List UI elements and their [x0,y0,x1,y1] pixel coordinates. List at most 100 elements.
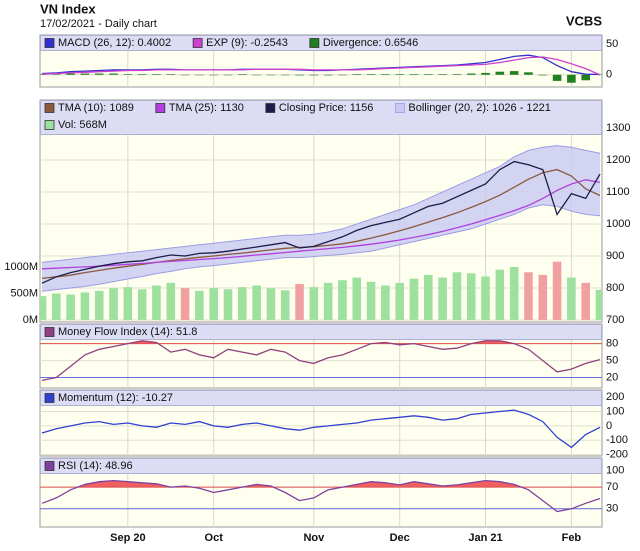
bar [466,273,476,320]
bar [567,277,576,320]
line [41,409,601,449]
y-tick-label: -200 [606,448,628,460]
bar [238,287,247,320]
bar [109,288,118,320]
legend-label: Closing Price: 1156 [279,102,374,114]
bar [552,261,562,320]
band-lower [41,204,601,292]
legend-swatch [44,393,55,403]
bar [538,274,548,320]
y-tick-label: 0 [606,420,612,432]
bar [352,277,362,320]
bar [252,74,261,76]
bar [323,74,333,76]
legend-label: EXP (9): -0.2543 [206,37,288,49]
y-tick-label: 100 [606,405,624,417]
legend-swatch [192,38,203,48]
line [41,479,601,513]
legend-label: Divergence: 0.6546 [323,37,418,49]
bar [481,276,490,320]
y-tick-label: 200 [606,391,624,403]
bar [424,74,433,75]
bar [295,283,304,320]
y-tick-label: 900 [606,250,624,262]
bar [152,74,161,75]
bar [524,72,533,75]
bar [166,282,176,320]
bar [509,266,519,320]
bar [309,74,319,76]
x-tick-label: Sep 20 [110,532,145,544]
bar [223,289,233,320]
bar [438,277,447,320]
legend-swatch [44,120,55,130]
y-tick-label: 1200 [606,154,630,166]
legend-label: MACD (26, 12): 0.4002 [58,37,171,49]
source: VCBS [566,13,602,28]
y2-tick-label: 0M [23,314,38,326]
x-tick-label: Oct [205,532,224,544]
y-tick-label: -100 [606,434,628,446]
y-tick-label: 20 [606,371,618,383]
bar [180,74,190,76]
legend-swatch [395,103,405,113]
bar [94,73,104,75]
y-tick-label: 50 [606,354,618,366]
bar [352,74,362,75]
bar [123,74,133,75]
legend-strip [40,324,602,340]
bar [94,290,104,320]
legend-strip [40,390,602,406]
bar [381,74,390,75]
bar [366,74,376,75]
bar [223,74,233,76]
line [41,340,601,382]
bar [538,74,548,76]
legend-label: TMA (25): 1130 [169,102,244,114]
y-tick-label: 80 [606,338,618,350]
bar [80,292,90,320]
legend-label: Money Flow Index (14): 51.8 [58,326,197,338]
legend-strip [40,458,602,474]
x-tick-label: Jan 21 [468,532,502,544]
bar [466,73,476,75]
chart-subtitle: 17/02/2021 - Daily chart [40,18,157,30]
bar [452,272,462,320]
bar [180,288,190,320]
bar [309,287,319,320]
legend-label: Momentum (12): -10.27 [58,392,173,404]
y-tick-label: 800 [606,282,624,294]
legend-swatch [44,38,55,48]
bar [424,274,433,320]
bar [266,74,276,76]
bar [409,74,419,75]
bar [209,288,218,320]
bar [366,281,376,320]
bar [509,71,519,75]
y-tick-label: 0 [606,69,612,81]
legend-swatch [309,38,320,48]
y2-tick-label: 1000M [4,261,38,273]
bar [238,74,247,75]
bar [381,285,390,320]
bar [581,282,590,320]
bar [295,74,304,76]
y-tick-label: 1000 [606,218,630,230]
y2-tick-label: 500M [10,287,38,299]
legend-label: RSI (14): 48.96 [58,460,133,472]
bar [595,289,602,320]
bar [123,287,133,320]
legend-swatch [265,103,276,113]
line [41,179,601,270]
bar [252,285,261,320]
legend-label: TMA (10): 1089 [58,102,134,114]
bar [280,74,290,76]
bar [524,272,533,320]
legend-strip [40,35,602,51]
bar [409,278,419,320]
legend-swatch [44,461,55,471]
x-tick-label: Feb [562,532,582,544]
bar [338,74,347,76]
bar [80,73,90,75]
